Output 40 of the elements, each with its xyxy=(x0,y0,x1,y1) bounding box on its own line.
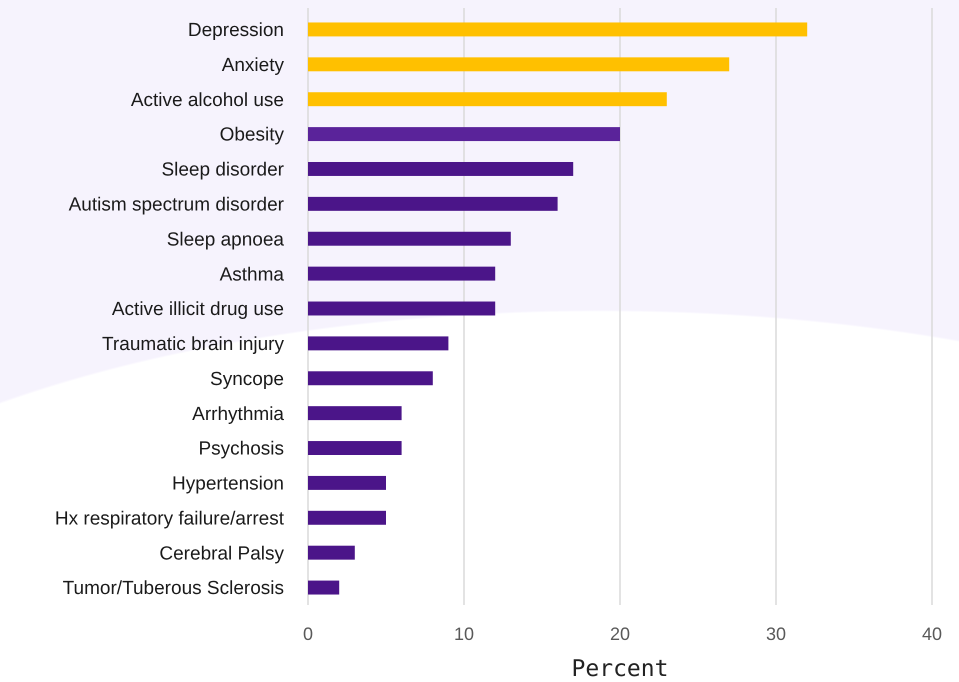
y-tick-label: Tumor/Tuberous Sclerosis xyxy=(62,578,284,600)
bar xyxy=(308,546,355,560)
y-tick-label: Depression xyxy=(188,20,284,42)
y-tick-label: Anxiety xyxy=(222,54,284,76)
bar xyxy=(308,162,574,176)
bar xyxy=(308,441,402,456)
y-tick-label: Obesity xyxy=(220,124,284,146)
y-tick-label: Asthma xyxy=(220,264,284,286)
y-tick-label: Cerebral Palsy xyxy=(159,543,284,564)
x-tick-label: 0 xyxy=(302,624,314,644)
y-tick-label: Sleep apnoea xyxy=(166,229,284,250)
bar xyxy=(308,476,386,490)
bar xyxy=(308,510,386,525)
y-tick-label: Active alcohol use xyxy=(130,90,284,111)
y-tick-label: Traumatic brain injury xyxy=(102,334,284,356)
bar xyxy=(308,196,558,211)
bar xyxy=(308,336,448,350)
x-axis-title: Percent xyxy=(572,656,668,682)
bar xyxy=(308,22,808,36)
y-tick-label: Arrhythmia xyxy=(192,404,284,425)
bar xyxy=(308,127,620,142)
y-tick-label: Autism spectrum disorder xyxy=(68,194,285,216)
x-tick-label: 10 xyxy=(454,624,474,644)
x-tick-label: 30 xyxy=(766,624,786,644)
bar xyxy=(308,580,340,595)
x-tick-label: 40 xyxy=(922,624,942,644)
x-tick-label: 20 xyxy=(610,624,630,644)
bar xyxy=(308,57,730,72)
bar xyxy=(308,232,511,246)
bar xyxy=(308,302,496,316)
y-tick-label: Hx respiratory failure/arrest xyxy=(54,508,285,530)
y-tick-label: Psychosis xyxy=(198,438,284,460)
bar xyxy=(308,92,667,106)
bar xyxy=(308,371,433,386)
y-tick-label: Hypertension xyxy=(172,474,284,495)
y-tick-label: Sleep disorder xyxy=(161,160,285,181)
bar xyxy=(308,266,496,281)
bar xyxy=(308,406,402,420)
y-tick-label: Active illicit drug use xyxy=(112,299,284,320)
y-tick-label: Syncope xyxy=(210,368,284,390)
